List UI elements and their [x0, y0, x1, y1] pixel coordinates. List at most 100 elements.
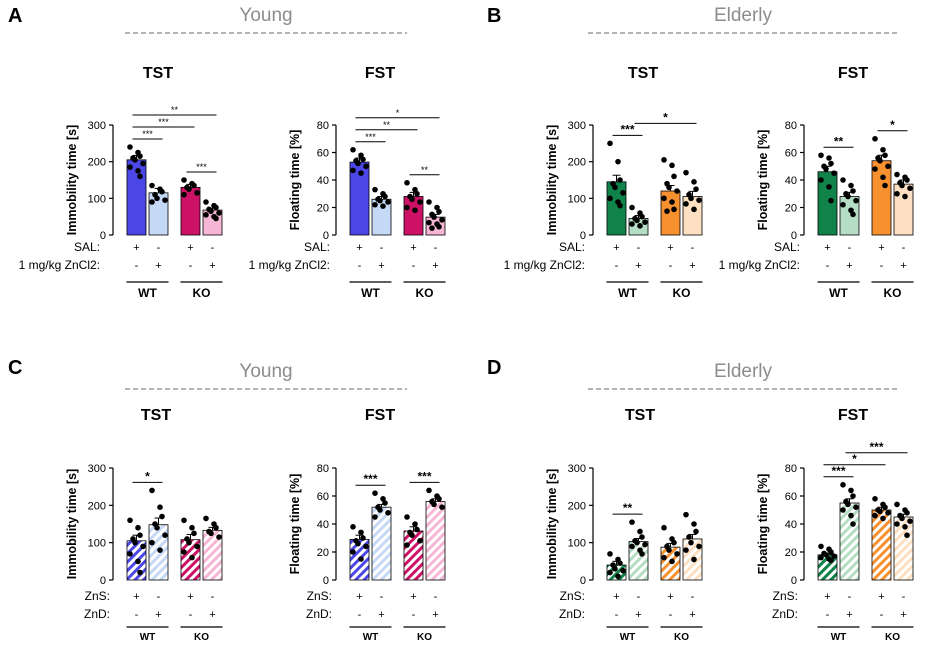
data-point — [894, 191, 900, 197]
sig-label: * — [396, 108, 400, 118]
data-point — [181, 549, 187, 555]
y-tick-label: 0 — [580, 575, 586, 587]
data-point — [661, 157, 667, 163]
condition-mark: + — [689, 260, 695, 272]
data-point — [135, 168, 141, 174]
data-point — [194, 190, 200, 196]
data-point — [137, 532, 143, 538]
y-tick-label: 300 — [568, 120, 586, 132]
condition-mark: + — [613, 591, 619, 603]
data-point — [189, 555, 195, 561]
data-point — [186, 186, 192, 192]
y-tick-label: 20 — [317, 547, 329, 559]
condition-mark: - — [434, 242, 438, 254]
condition-row-label: ZnD: — [84, 607, 110, 621]
data-point — [693, 529, 699, 535]
data-point — [639, 534, 645, 540]
group-label: WT — [620, 632, 636, 643]
sig-label: *** — [158, 117, 169, 127]
y-tick-label: 60 — [785, 491, 797, 503]
group-label: KO — [674, 632, 689, 643]
data-point — [615, 573, 621, 579]
y-axis-label: Immobility time [s] — [545, 125, 559, 235]
condition-mark: - — [434, 591, 438, 603]
condition-mark: + — [635, 609, 641, 621]
data-point — [904, 532, 910, 538]
data-point — [664, 208, 670, 214]
condition-row-label: ZnS: — [773, 589, 798, 603]
data-point — [850, 521, 856, 527]
group-label: WT — [363, 632, 379, 643]
data-point — [355, 161, 361, 167]
data-point — [607, 141, 613, 147]
condition-mark: + — [846, 609, 852, 621]
data-point — [617, 560, 623, 566]
data-point — [696, 544, 702, 550]
data-point — [691, 179, 697, 185]
data-point — [157, 504, 163, 510]
data-point — [818, 152, 824, 158]
data-point — [127, 517, 133, 523]
data-point — [191, 531, 197, 537]
group-label: WT — [138, 286, 157, 300]
condition-mark: - — [135, 609, 139, 621]
chart-6: FSTFloating time [%]020406080*** ***ZnS: +… — [288, 407, 446, 643]
condition-mark: + — [878, 242, 884, 254]
data-point — [149, 540, 155, 546]
data-point — [617, 177, 623, 183]
data-point — [426, 199, 432, 205]
data-point — [189, 525, 195, 531]
condition-mark: - — [848, 242, 852, 254]
data-point — [372, 202, 378, 208]
data-point — [894, 502, 900, 508]
data-point — [607, 196, 613, 202]
group-label: WT — [618, 286, 637, 300]
data-point — [880, 147, 886, 153]
data-point — [154, 196, 160, 202]
group-label: KO — [884, 286, 902, 300]
data-point — [669, 163, 675, 169]
data-point — [642, 219, 648, 225]
data-point — [350, 549, 356, 555]
sig-label: ** — [623, 501, 633, 515]
condition-mark: - — [848, 591, 852, 603]
condition-mark: - — [902, 591, 906, 603]
sig-label: *** — [831, 464, 845, 478]
data-point — [216, 210, 222, 216]
data-point — [439, 504, 445, 510]
condition-mark: + — [432, 260, 438, 272]
data-point — [159, 514, 165, 520]
data-point — [417, 538, 423, 544]
group-title: Elderly — [714, 5, 773, 26]
data-point — [634, 218, 640, 224]
y-axis-label: Floating time [%] — [756, 130, 770, 231]
condition-row-label: 1 mg/kg ZnCl2: — [504, 258, 585, 272]
condition-row-label: SAL: — [304, 240, 330, 254]
data-point — [404, 205, 410, 211]
data-point — [688, 540, 694, 546]
data-point — [617, 203, 623, 209]
y-axis-label: Immobility time [s] — [65, 469, 79, 579]
data-point — [629, 519, 635, 525]
y-tick-label: 100 — [88, 193, 106, 205]
data-point — [208, 208, 214, 214]
condition-mark: + — [356, 591, 362, 603]
chart-3: TSTImmobility time [s]0100200300 ****SAL:… — [504, 65, 703, 300]
data-point — [382, 500, 388, 506]
data-point — [612, 185, 618, 191]
data-point — [674, 551, 680, 557]
group-label: KO — [194, 632, 209, 643]
condition-mark: + — [878, 591, 884, 603]
condition-row-label: SAL: — [774, 240, 800, 254]
data-point — [350, 168, 356, 174]
data-point — [426, 220, 432, 226]
data-point — [850, 493, 856, 499]
condition-mark: - — [826, 609, 830, 621]
sig-label: *** — [417, 469, 431, 483]
sig-label: *** — [142, 129, 153, 139]
data-point — [137, 570, 143, 576]
y-tick-label: 40 — [317, 175, 329, 187]
data-point — [629, 544, 635, 550]
condition-row-label: ZnS: — [560, 589, 585, 603]
